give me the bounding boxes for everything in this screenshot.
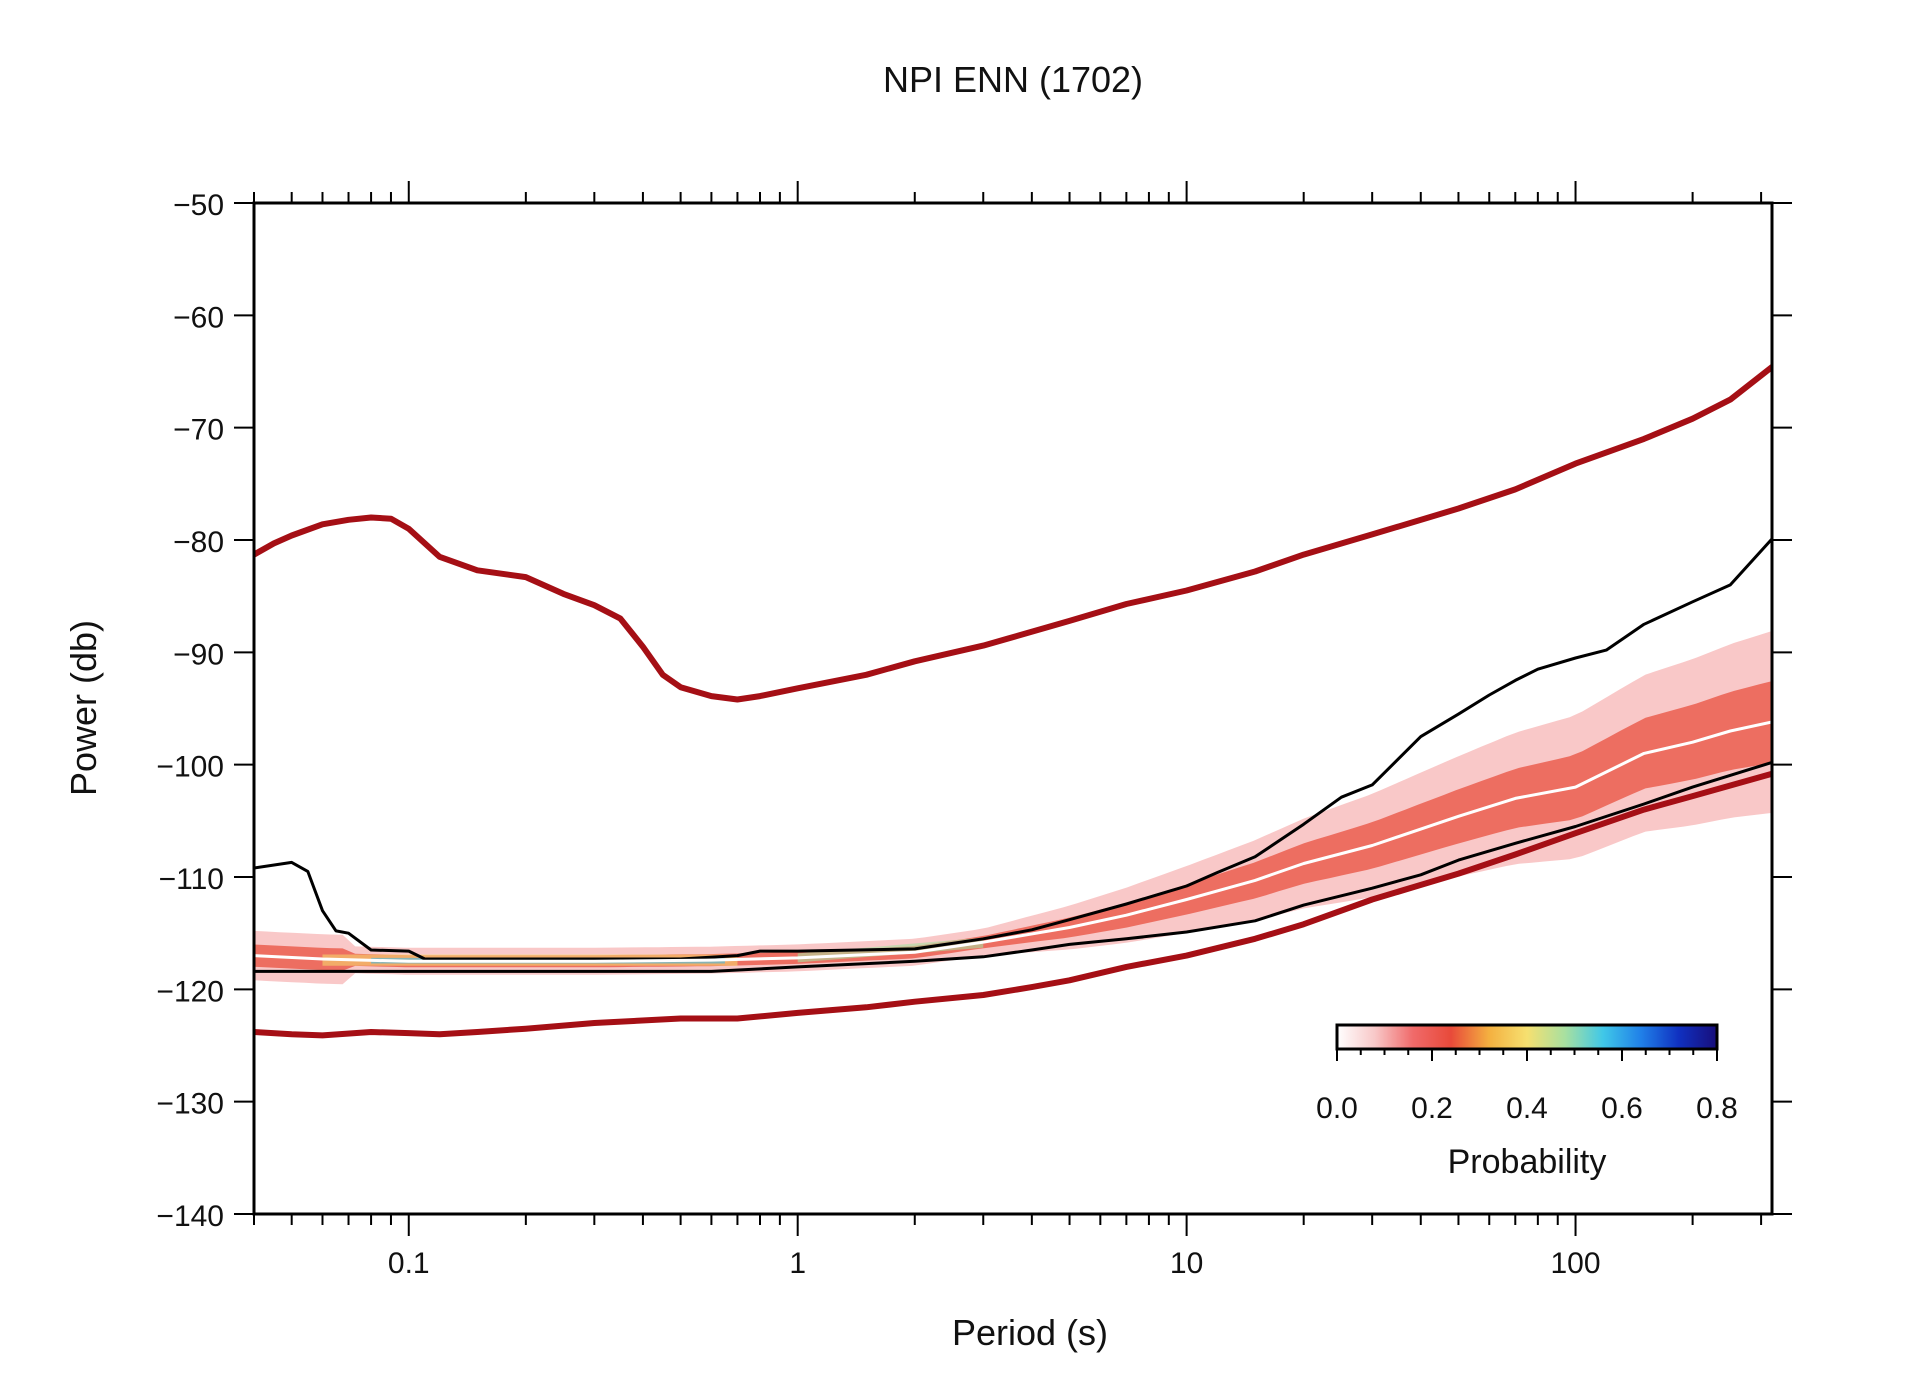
probability-density-core — [254, 681, 1772, 971]
y-tick-label: −50 — [173, 189, 224, 222]
noise-model-high-line — [254, 364, 1772, 703]
colorbar-tick-label: 0.0 — [1316, 1092, 1358, 1125]
y-tick-label: −80 — [173, 526, 224, 559]
plot-frame — [252, 201, 1774, 1216]
probability-colorbar: 0.0 0.2 0.4 0.6 0.8 Probability — [1316, 1023, 1738, 1181]
mode-line — [254, 720, 1772, 963]
y-tick-label: −100 — [156, 751, 224, 784]
y-tick-label: −90 — [173, 638, 224, 671]
colorbar-label: Probability — [1448, 1143, 1607, 1181]
y-tick-label: −130 — [156, 1088, 224, 1121]
colorbar-tick-label: 0.6 — [1601, 1092, 1643, 1125]
percentile-low-line — [254, 760, 1772, 973]
colorbar-tick-label: 0.8 — [1696, 1092, 1738, 1125]
x-tick-label: 1 — [789, 1247, 806, 1280]
colorbar-tick-label: 0.4 — [1506, 1092, 1548, 1125]
x-axis-label: Period (s) — [952, 1312, 1108, 1353]
noise-model-low-line — [254, 770, 1772, 1039]
axes: −50 −60 −70 −80 −90 −100 −110 −120 −130 −140 0.1 1 1… — [156, 181, 1792, 1280]
plot-area — [254, 364, 1772, 1039]
x-tick-label: 100 — [1551, 1247, 1601, 1280]
x-tick-label: 10 — [1170, 1247, 1203, 1280]
colorbar-tick-label: 0.2 — [1411, 1092, 1453, 1125]
colorbar-fill — [1335, 1023, 1719, 1051]
y-axis-label: Power (db) — [63, 620, 104, 796]
percentile-high-line — [254, 537, 1772, 961]
y-tick-label: −60 — [173, 301, 224, 334]
x-tick-label: 0.1 — [388, 1247, 430, 1280]
y-tick-label: −110 — [159, 863, 224, 896]
y-tick-label: −70 — [173, 414, 224, 447]
chart-title: NPI ENN (1702) — [883, 59, 1143, 100]
y-tick-label: −140 — [156, 1200, 224, 1233]
y-tick-label: −120 — [156, 975, 224, 1008]
